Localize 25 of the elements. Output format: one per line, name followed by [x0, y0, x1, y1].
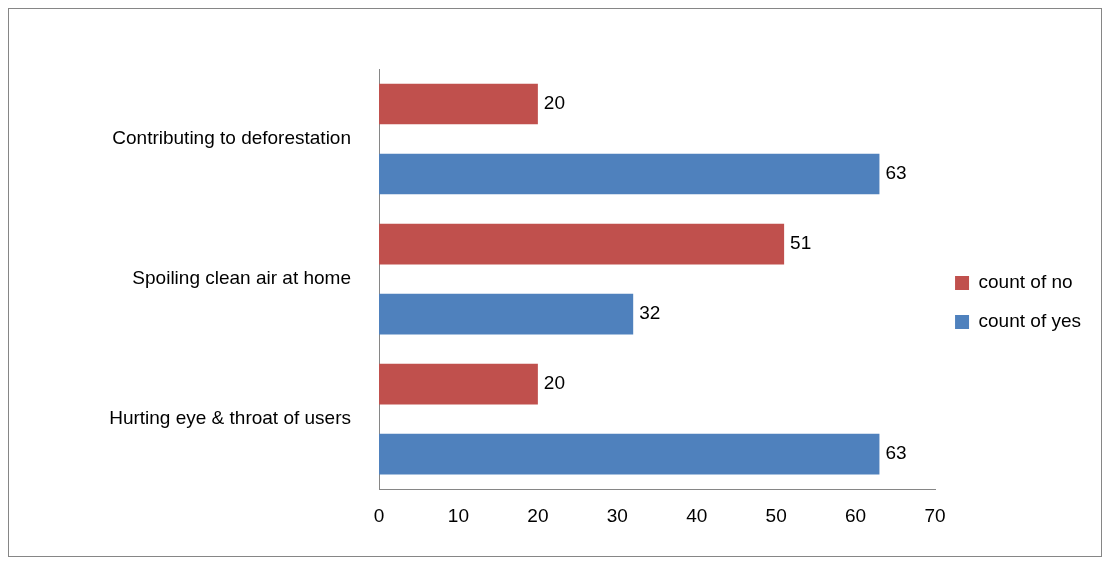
x-tick-label: 40	[686, 504, 708, 526]
x-tick-label: 50	[765, 504, 787, 526]
bar	[379, 363, 538, 405]
bar	[379, 433, 880, 475]
bar	[379, 153, 880, 195]
data-label: 63	[885, 162, 907, 184]
y-tick-label: Hurting eye & throat of users	[109, 407, 351, 429]
x-tick-label: 60	[845, 504, 867, 526]
x-tick-label: 30	[606, 504, 628, 526]
data-label: 51	[790, 232, 812, 254]
x-tick-label: 10	[447, 504, 470, 526]
legend-label: count of no	[978, 271, 1073, 293]
data-label: 32	[639, 302, 661, 324]
x-tick-label: 20	[527, 504, 549, 526]
data-label: 20	[543, 92, 566, 114]
y-tick-label: Spoiling clean air at home	[132, 267, 351, 289]
legend-label: count of yes	[978, 310, 1081, 332]
data-label: 63	[885, 442, 907, 464]
bar	[379, 293, 634, 335]
data-label: 20	[543, 372, 566, 394]
bar	[379, 223, 785, 265]
x-tick-label: 0	[373, 504, 385, 526]
y-tick-label: Contributing to deforestation	[112, 127, 351, 149]
x-tick-label: 70	[924, 504, 946, 526]
bar	[379, 83, 538, 125]
